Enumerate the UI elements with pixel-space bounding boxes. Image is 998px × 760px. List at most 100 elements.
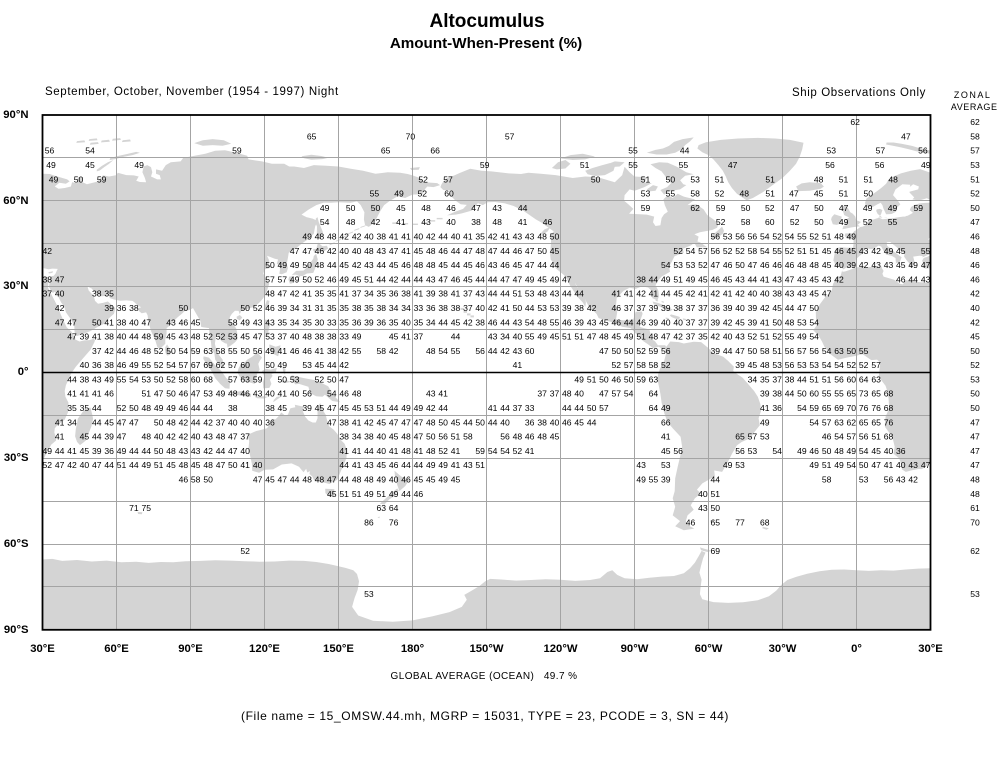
svg-text:69: 69 <box>203 360 213 370</box>
svg-text:52: 52 <box>154 360 164 370</box>
svg-text:53: 53 <box>364 589 374 599</box>
svg-text:48: 48 <box>142 332 152 342</box>
svg-text:44: 44 <box>92 403 102 413</box>
svg-text:65: 65 <box>871 389 881 399</box>
svg-text:38: 38 <box>92 289 102 299</box>
svg-text:45: 45 <box>661 446 671 456</box>
svg-text:36: 36 <box>92 360 102 370</box>
svg-text:42: 42 <box>673 332 683 342</box>
svg-text:47: 47 <box>55 317 65 327</box>
svg-text:41: 41 <box>55 432 65 442</box>
svg-text:75: 75 <box>142 503 152 513</box>
svg-text:42: 42 <box>463 317 473 327</box>
svg-text:52: 52 <box>735 246 745 256</box>
svg-text:45: 45 <box>327 489 337 499</box>
svg-text:44: 44 <box>438 403 448 413</box>
svg-text:50: 50 <box>426 432 436 442</box>
svg-text:48: 48 <box>315 475 325 485</box>
svg-text:49: 49 <box>352 332 362 342</box>
svg-text:48: 48 <box>537 317 547 327</box>
svg-text:46: 46 <box>711 274 721 284</box>
svg-text:40: 40 <box>550 417 560 427</box>
svg-text:68: 68 <box>203 374 213 384</box>
svg-text:43: 43 <box>377 246 387 256</box>
svg-text:48: 48 <box>401 446 411 456</box>
svg-text:48: 48 <box>364 246 374 256</box>
svg-text:55: 55 <box>921 246 931 256</box>
svg-text:56: 56 <box>302 389 312 399</box>
svg-text:64: 64 <box>649 389 659 399</box>
svg-text:44: 44 <box>785 389 795 399</box>
svg-text:54: 54 <box>686 246 696 256</box>
svg-text:47: 47 <box>414 432 424 442</box>
svg-text:55: 55 <box>888 217 898 227</box>
svg-text:46: 46 <box>179 403 189 413</box>
svg-text:48: 48 <box>203 460 213 470</box>
svg-text:45: 45 <box>166 460 176 470</box>
svg-text:38: 38 <box>117 317 127 327</box>
svg-text:53: 53 <box>748 446 758 456</box>
svg-text:49: 49 <box>394 189 404 199</box>
svg-text:37: 37 <box>550 389 560 399</box>
svg-text:39: 39 <box>748 317 758 327</box>
svg-text:56: 56 <box>884 475 894 485</box>
svg-text:44: 44 <box>142 446 152 456</box>
svg-text:53: 53 <box>686 260 696 270</box>
svg-text:45: 45 <box>537 274 547 284</box>
svg-text:50: 50 <box>624 346 634 356</box>
svg-text:55: 55 <box>679 160 689 170</box>
svg-text:48: 48 <box>834 232 844 242</box>
svg-text:50: 50 <box>797 389 807 399</box>
svg-text:45: 45 <box>80 432 90 442</box>
svg-text:33: 33 <box>327 317 337 327</box>
svg-text:52: 52 <box>859 360 869 370</box>
svg-text:37: 37 <box>772 374 782 384</box>
svg-text:58: 58 <box>216 346 226 356</box>
svg-text:40: 40 <box>748 289 758 299</box>
svg-text:41: 41 <box>92 389 102 399</box>
svg-text:47: 47 <box>748 260 758 270</box>
svg-text:59: 59 <box>154 332 164 342</box>
svg-text:49: 49 <box>525 274 535 284</box>
svg-text:34: 34 <box>290 303 300 313</box>
svg-text:59: 59 <box>716 203 726 213</box>
svg-text:41: 41 <box>661 432 671 442</box>
svg-text:36: 36 <box>772 403 782 413</box>
svg-text:44: 44 <box>401 460 411 470</box>
svg-text:45: 45 <box>814 189 824 199</box>
svg-text:43: 43 <box>822 274 832 284</box>
svg-text:52: 52 <box>790 217 800 227</box>
svg-text:50: 50 <box>537 246 547 256</box>
svg-text:49: 49 <box>216 389 226 399</box>
svg-text:54: 54 <box>661 260 671 270</box>
svg-text:47: 47 <box>339 374 349 384</box>
svg-text:47: 47 <box>67 317 77 327</box>
svg-text:54: 54 <box>327 389 337 399</box>
svg-text:49: 49 <box>760 417 770 427</box>
svg-text:42: 42 <box>339 346 349 356</box>
svg-text:45: 45 <box>748 360 758 370</box>
svg-text:52: 52 <box>716 217 726 227</box>
svg-text:50: 50 <box>599 374 609 384</box>
svg-text:55: 55 <box>370 189 380 199</box>
svg-text:49: 49 <box>290 274 300 284</box>
svg-text:43: 43 <box>550 289 560 299</box>
svg-text:70: 70 <box>847 403 857 413</box>
svg-text:47: 47 <box>500 274 510 284</box>
svg-text:54: 54 <box>488 446 498 456</box>
svg-text:48: 48 <box>315 232 325 242</box>
svg-text:50: 50 <box>129 403 139 413</box>
svg-text:60: 60 <box>240 360 250 370</box>
svg-text:47: 47 <box>525 260 535 270</box>
svg-text:39: 39 <box>574 317 584 327</box>
svg-text:53: 53 <box>673 260 683 270</box>
svg-text:40: 40 <box>339 246 349 256</box>
svg-text:50: 50 <box>711 503 721 513</box>
svg-text:42: 42 <box>711 289 721 299</box>
svg-text:56: 56 <box>735 446 745 456</box>
svg-text:45: 45 <box>871 446 881 456</box>
svg-text:43: 43 <box>513 346 523 356</box>
svg-text:55: 55 <box>772 246 782 256</box>
svg-text:42: 42 <box>339 232 349 242</box>
svg-text:38: 38 <box>772 389 782 399</box>
